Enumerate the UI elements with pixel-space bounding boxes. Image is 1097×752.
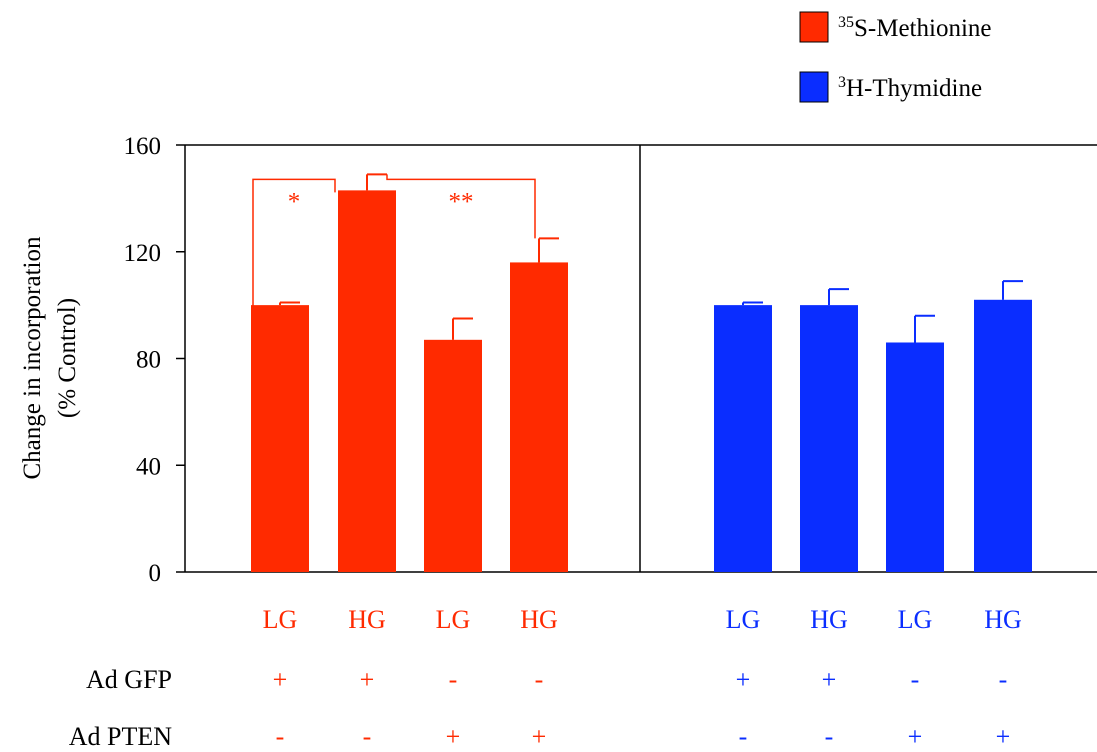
axes: 0 40 80 120 160	[124, 133, 1097, 587]
x-axis-labels: LG + - HG + - LG - + HG - + LG + - HG + - LG - + HG - + Ad GFP Ad…	[69, 605, 1022, 751]
ad-gfp-mark-1-2: -	[911, 665, 920, 694]
legend-label-0: 35S-Methionine	[838, 14, 992, 42]
y-axis-label-line2: (% Control)	[54, 298, 81, 418]
bar-1-2	[886, 342, 944, 572]
ad-pten-mark-0-2: +	[446, 722, 461, 751]
significance-label-0: *	[288, 188, 301, 215]
row-label-ad-pten: Ad PTEN	[69, 722, 173, 751]
bar-0-3	[510, 262, 568, 572]
category-label-1-1: HG	[810, 605, 848, 634]
ad-gfp-mark-1-0: +	[736, 665, 751, 694]
legend-text-0: S-Methionine	[854, 15, 992, 42]
bar-0-2	[424, 339, 482, 572]
bar-1-3	[974, 299, 1032, 572]
ad-pten-mark-1-2: +	[908, 722, 923, 751]
bar-0-0	[251, 305, 309, 572]
legend-text-1: H-Thymidine	[846, 75, 982, 102]
category-label-0-3: HG	[520, 605, 558, 634]
ad-pten-mark-0-3: +	[532, 722, 547, 751]
y-axis-label: Change in incorporation (% Control)	[19, 236, 81, 479]
category-label-1-2: LG	[898, 605, 933, 634]
bar-1-1	[800, 305, 858, 572]
category-label-0-1: HG	[348, 605, 386, 634]
ad-gfp-mark-0-3: -	[535, 665, 544, 694]
bar-1-0	[714, 305, 772, 572]
y-axis-label-line1: Change in incorporation	[19, 236, 46, 479]
y-tick-label-4: 160	[124, 133, 162, 160]
ad-gfp-mark-0-2: -	[449, 665, 458, 694]
y-tick-label-1: 40	[136, 453, 161, 480]
y-tick-label-0: 0	[149, 560, 162, 587]
category-label-1-0: LG	[726, 605, 761, 634]
row-label-ad-gfp: Ad GFP	[86, 665, 172, 694]
ad-pten-mark-1-1: -	[825, 722, 834, 751]
y-tick-label-2: 80	[136, 347, 161, 374]
ad-pten-mark-1-0: -	[739, 722, 748, 751]
ad-gfp-mark-0-1: +	[360, 665, 375, 694]
bar-0-1	[338, 190, 396, 572]
ad-pten-mark-1-3: +	[996, 722, 1011, 751]
ad-pten-mark-0-0: -	[276, 722, 285, 751]
legend-superscript-1: 3	[838, 74, 846, 91]
legend: 35S-Methionine 3H-Thymidine	[799, 11, 992, 103]
legend-label-1: 3H-Thymidine	[838, 74, 982, 102]
legend-swatch-0	[799, 11, 829, 43]
ad-gfp-mark-1-1: +	[822, 665, 837, 694]
significance-brackets: * **	[252, 174, 536, 313]
significance-bracket-0	[252, 178, 336, 313]
bars	[251, 173, 1032, 572]
ad-gfp-mark-0-0: +	[273, 665, 288, 694]
y-tick-label-3: 120	[124, 240, 162, 267]
category-label-1-3: HG	[984, 605, 1022, 634]
legend-superscript-0: 35	[838, 14, 854, 31]
category-label-0-2: LG	[436, 605, 471, 634]
ad-gfp-mark-1-3: -	[999, 665, 1008, 694]
significance-bracket-1	[386, 174, 536, 239]
significance-label-1: **	[449, 188, 474, 215]
category-label-0-0: LG	[263, 605, 298, 634]
legend-swatch-1	[799, 71, 829, 103]
ad-pten-mark-0-1: -	[363, 722, 372, 751]
